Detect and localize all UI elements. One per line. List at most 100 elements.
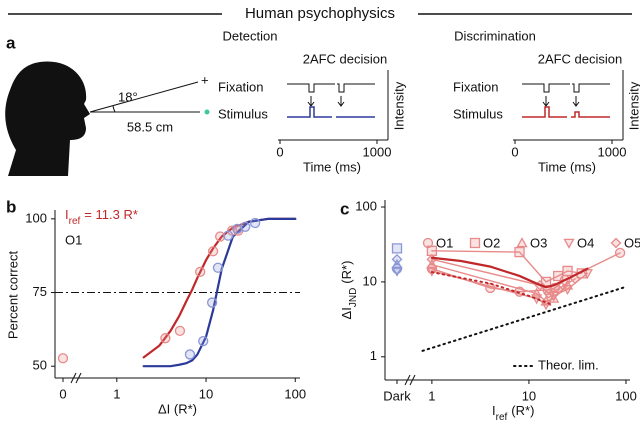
- data-point: [552, 283, 564, 295]
- angle-arc: [112, 105, 116, 113]
- y-tick-label: 50: [33, 358, 47, 373]
- x-tick-label: 1: [428, 388, 435, 403]
- label-rest: = 11.3 R*: [84, 207, 138, 222]
- time-tick-label: 0: [511, 144, 518, 159]
- data-point: [552, 270, 564, 282]
- sub-label: Iref (R*): [492, 403, 534, 422]
- data-point: [249, 217, 261, 229]
- panel-label: c: [340, 199, 349, 218]
- gaze-line: [89, 81, 199, 113]
- legend-label: O5: [624, 235, 640, 250]
- series-line: [431, 258, 576, 295]
- data-point: [426, 253, 438, 265]
- data-point: [391, 266, 403, 277]
- sub-label: ΔIJND (R*): [339, 261, 358, 320]
- data-point: [531, 294, 543, 305]
- legend-label: Theor. lim.: [538, 357, 599, 372]
- y-axis-label: Percent correct: [5, 251, 20, 340]
- data-point: [207, 246, 219, 257]
- panel-label: b: [6, 197, 16, 216]
- legend-label: O2: [483, 235, 500, 250]
- data-point: [610, 237, 622, 249]
- data-point: [391, 253, 403, 265]
- intensity-label: Intensity: [626, 81, 640, 130]
- data-point: [160, 333, 171, 344]
- stimulus-spot: [204, 109, 210, 115]
- series-line: [421, 285, 627, 352]
- data-point: [240, 221, 251, 232]
- data-point: [548, 291, 560, 302]
- panel-title: Detection: [223, 28, 278, 43]
- data-point: [514, 246, 525, 258]
- data-point: [563, 238, 575, 249]
- fixation-trace: [287, 83, 375, 93]
- header-title: Human psychophysics: [245, 5, 395, 22]
- decision-arrow: [337, 96, 345, 107]
- legend-label: O3: [530, 235, 547, 250]
- stimulus-trace: [522, 106, 567, 118]
- distance-label: 58.5 cm: [127, 119, 173, 134]
- label-sub: ref: [496, 412, 508, 423]
- panel-title: Discrimination: [454, 28, 536, 43]
- x-tick-label: 10: [199, 386, 213, 401]
- x-tick-label: 10: [522, 388, 536, 403]
- label-sub: ref: [69, 216, 81, 227]
- time-label: Time (ms): [303, 159, 361, 174]
- fit-line: [430, 271, 553, 306]
- label-sub: JND: [348, 288, 359, 307]
- decision-label: 2AFC decision: [303, 51, 388, 66]
- x-tick-label: 100: [284, 386, 306, 401]
- intensity-label: Intensity: [391, 81, 406, 130]
- data-point: [195, 266, 206, 278]
- data-point: [198, 336, 209, 347]
- data-point: [562, 265, 573, 277]
- decision-label: 2AFC decision: [538, 51, 623, 66]
- stimulus-label: Stimulus: [218, 106, 268, 121]
- axis-break: [70, 372, 82, 384]
- decision-arrow: [572, 96, 580, 107]
- time-tick-label: 1000: [363, 144, 392, 159]
- stimulus-trace: [571, 111, 610, 118]
- legend-label: O4: [577, 235, 594, 250]
- time-tick-label: 0: [276, 144, 283, 159]
- label-main: ΔI: [339, 307, 354, 319]
- axis-break: [404, 374, 416, 386]
- y-tick-label: 75: [33, 284, 47, 299]
- data-point: [614, 247, 626, 259]
- angle-label: 18°: [118, 89, 138, 104]
- fixation-label: Fixation: [453, 79, 499, 94]
- x-tick-label: Dark: [383, 388, 411, 403]
- data-point: [184, 349, 196, 360]
- fit-line: [430, 256, 589, 289]
- time-label: Time (ms): [538, 159, 596, 174]
- y-tick-label: 10: [363, 273, 377, 288]
- label-rest: (R*): [511, 403, 534, 418]
- y-tick-label: 100: [355, 198, 377, 213]
- x-tick-label: 1: [113, 386, 120, 401]
- data-point: [516, 237, 528, 248]
- label-main: I: [492, 403, 496, 418]
- data-point: [561, 284, 574, 295]
- x-axis-label: ΔI (R*): [158, 401, 197, 416]
- data-point: [223, 230, 234, 241]
- observer-label: O1: [65, 232, 82, 247]
- data-point: [174, 325, 186, 336]
- series-line: [431, 250, 583, 283]
- data-point: [543, 288, 555, 299]
- fixation-cross: +: [201, 72, 209, 87]
- label-main: I: [65, 207, 69, 222]
- legend-label: O1: [436, 235, 453, 250]
- data-point: [469, 237, 481, 249]
- stimulus-trace: [287, 106, 332, 118]
- data-point: [426, 245, 438, 256]
- fixation-label: Fixation: [218, 79, 264, 94]
- sub-label: Iref = 11.3 R*: [65, 207, 138, 226]
- head-silhouette: [5, 61, 91, 176]
- decision-arrow: [542, 96, 550, 107]
- data-point: [232, 223, 243, 235]
- time-tick-label: 1000: [598, 144, 627, 159]
- data-point: [391, 243, 403, 254]
- label-rest: (R*): [339, 261, 354, 284]
